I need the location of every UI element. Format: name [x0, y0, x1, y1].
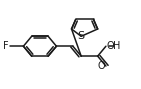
Text: O: O	[98, 61, 105, 71]
Text: H: H	[113, 41, 120, 51]
Text: S: S	[78, 31, 85, 41]
Text: O: O	[107, 41, 114, 51]
Text: F: F	[3, 41, 8, 51]
